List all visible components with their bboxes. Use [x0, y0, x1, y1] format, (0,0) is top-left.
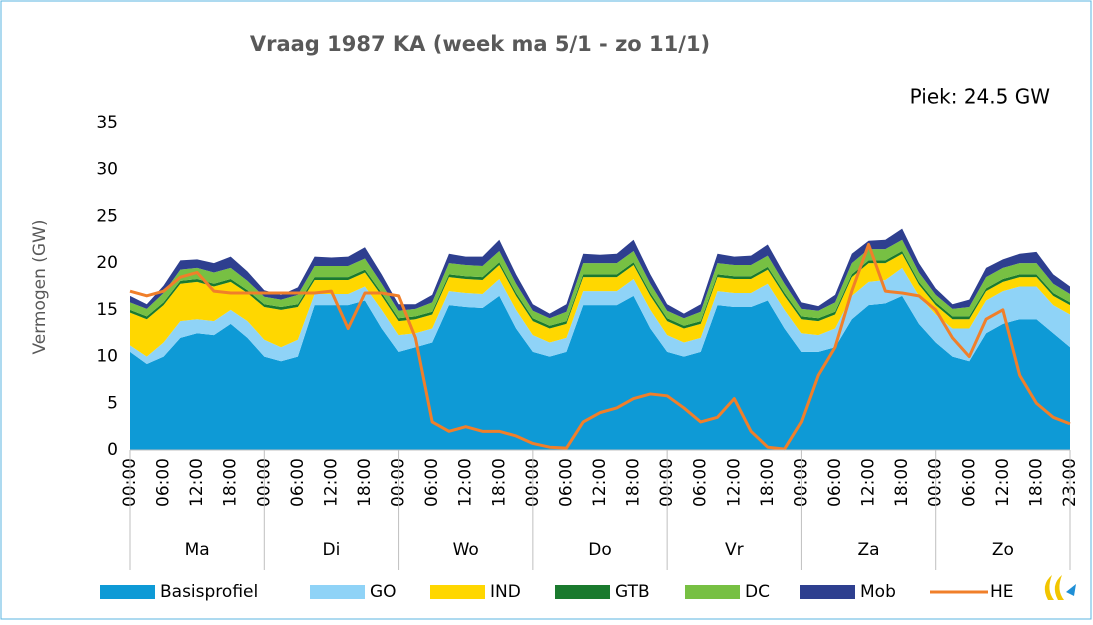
y-tick-label: 15 — [96, 300, 118, 320]
x-tick-label: 12:00 — [993, 458, 1013, 507]
legend-label: GO — [370, 582, 397, 602]
x-tick-label: 18:00 — [221, 458, 241, 507]
y-tick-label: 35 — [96, 113, 118, 133]
group-label: Vr — [725, 540, 744, 560]
area — [130, 295, 1070, 450]
logo — [1054, 575, 1064, 600]
legend-swatch — [430, 585, 485, 599]
legend-label: Mob — [860, 582, 896, 602]
x-tick-label: 06:00 — [288, 458, 308, 507]
area — [130, 250, 1070, 329]
x-tick-label: 12:00 — [590, 458, 610, 507]
x-tick-label: 18:00 — [758, 458, 778, 507]
x-tick-label: 06:00 — [154, 458, 174, 507]
y-axis-label: Vermogen (GW) — [30, 219, 50, 354]
x-tick-label: 18:00 — [892, 458, 912, 507]
legend-swatch — [685, 585, 740, 599]
x-tick-label: 18:00 — [355, 458, 375, 507]
legend-label: DC — [745, 582, 770, 602]
x-tick-label: 12:00 — [321, 458, 341, 507]
legend-swatch — [310, 585, 365, 599]
legend-label: GTB — [615, 582, 650, 602]
group-label: Za — [858, 540, 880, 560]
area — [130, 239, 1070, 326]
y-tick-label: 0 — [107, 440, 118, 460]
logo — [1066, 584, 1076, 596]
legend-swatch — [555, 585, 610, 599]
x-tick-label: 12:00 — [724, 458, 744, 507]
x-tick-label: 06:00 — [556, 458, 576, 507]
x-tick-label: 06:00 — [959, 458, 979, 507]
y-tick-label: 5 — [107, 393, 118, 413]
chart-title: Vraag 1987 KA (week ma 5/1 - zo 11/1) — [250, 32, 710, 56]
group-label: Wo — [453, 540, 479, 560]
x-tick-label: 06:00 — [422, 458, 442, 507]
legend-label: Basisprofiel — [160, 582, 258, 602]
y-tick-label: 10 — [96, 347, 118, 367]
x-tick-label: 06:00 — [825, 458, 845, 507]
y-tick-label: 30 — [96, 160, 118, 180]
x-tick-label: 12:00 — [187, 458, 207, 507]
x-tick-label: 12:00 — [456, 458, 476, 507]
area — [130, 253, 1070, 357]
x-tick-label: 12:00 — [859, 458, 879, 507]
x-tick-label: 18:00 — [489, 458, 509, 507]
y-tick-label: 20 — [96, 253, 118, 273]
group-label: Ma — [185, 540, 210, 560]
x-tick-label: 18:00 — [1026, 458, 1046, 507]
legend-label: IND — [490, 582, 521, 602]
x-tick-label: 18:00 — [624, 458, 644, 507]
group-label: Do — [588, 540, 612, 560]
group-label: Di — [323, 540, 341, 560]
annotation: Piek: 24.5 GW — [910, 85, 1051, 109]
group-label: Zo — [992, 540, 1014, 560]
logo — [1044, 575, 1054, 600]
legend-swatch — [800, 585, 855, 599]
legend-swatch — [100, 585, 155, 599]
legend-label: HE — [990, 582, 1014, 602]
area — [130, 228, 1070, 319]
y-tick-label: 25 — [96, 206, 118, 226]
x-tick-label: 06:00 — [691, 458, 711, 507]
line — [129, 242, 1071, 451]
